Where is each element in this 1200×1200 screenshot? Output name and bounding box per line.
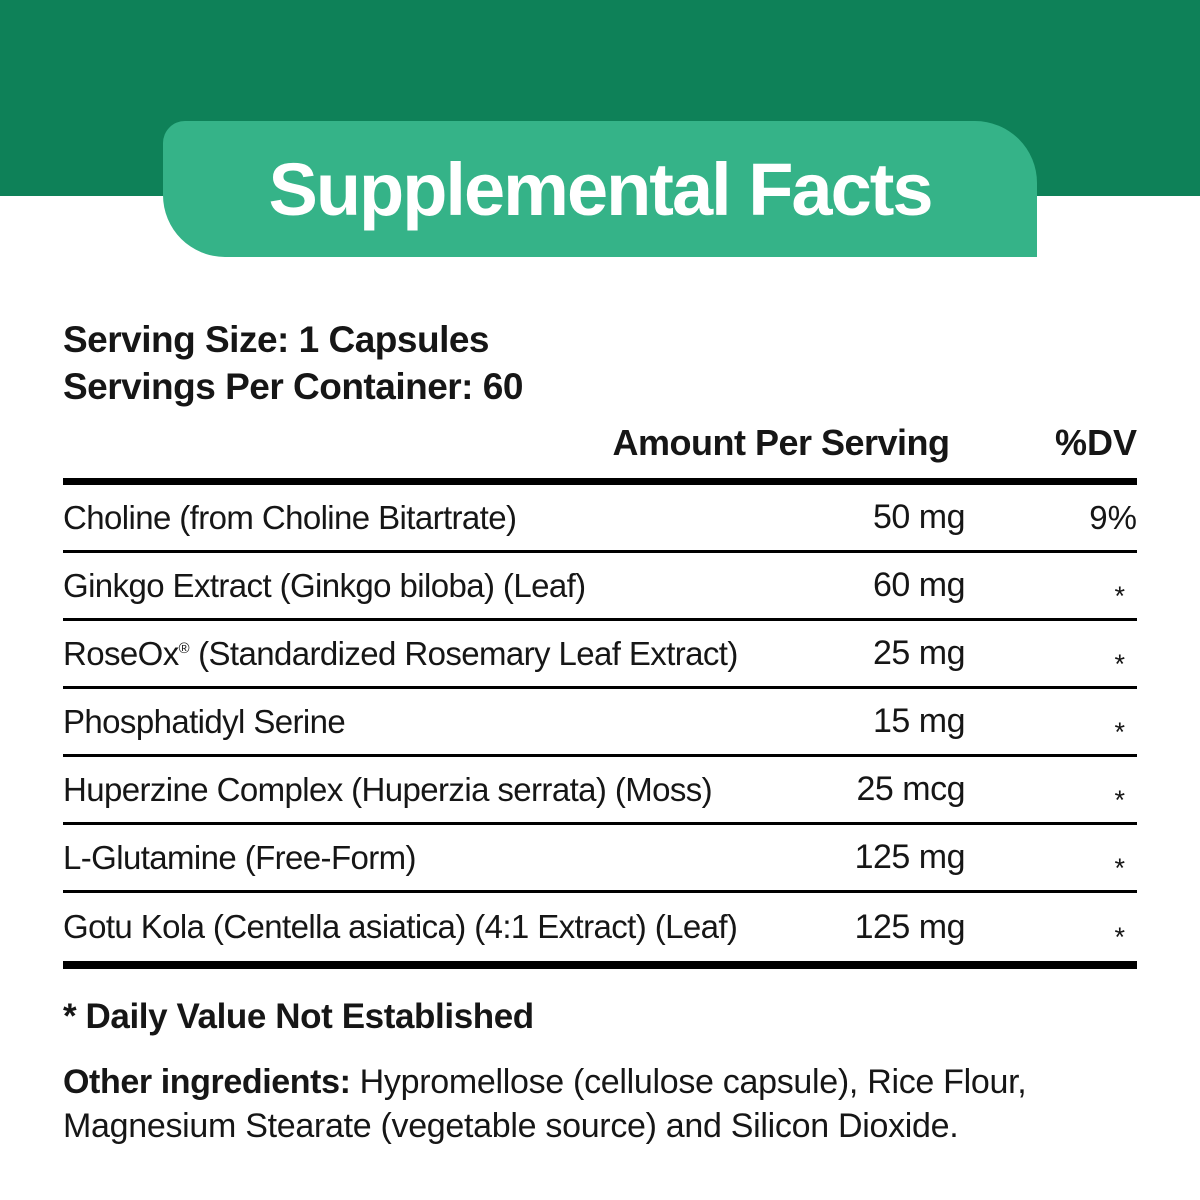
- ingredient-name: L-Glutamine (Free-Form): [63, 838, 417, 876]
- ingredient-name: Gotu Kola (Centella asiatica) (4:1 Extra…: [63, 908, 738, 945]
- ingredient-amount: 25 mg: [873, 634, 966, 672]
- ingredient-amount: 125 mg: [854, 838, 966, 876]
- percent-dv-header: %DV: [1054, 422, 1137, 463]
- other-ingredients: Other ingredients: Hypromellose (cellulo…: [63, 1060, 1137, 1148]
- table-row: L-Glutamine (Free-Form) 125 mg *: [63, 825, 1137, 893]
- ingredient-dv: 9%: [1089, 498, 1137, 536]
- ingredient-amount: 125 mg: [854, 907, 966, 946]
- table-row: RoseOx® (Standardized Rosemary Leaf Extr…: [63, 621, 1137, 689]
- ingredient-name: Ginkgo Extract (Ginkgo biloba) (Leaf): [63, 566, 586, 604]
- table-row: Ginkgo Extract (Ginkgo biloba) (Leaf) 60…: [63, 553, 1137, 621]
- page-title: Supplemental Facts: [268, 147, 933, 231]
- ingredient-amount: 60 mg: [873, 566, 966, 604]
- serving-size: Serving Size: 1 Capsules: [63, 319, 490, 360]
- ingredient-dv: *: [1114, 852, 1125, 883]
- table-header-row: Amount Per Serving %DV: [63, 422, 1137, 464]
- serving-info: Serving Size: 1 Capsules Servings Per Co…: [63, 316, 1137, 410]
- servings-per-container: Servings Per Container: 60: [63, 366, 523, 407]
- table-row: Huperzine Complex (Huperzia serrata) (Mo…: [63, 757, 1137, 825]
- ingredient-dv: *: [1114, 580, 1125, 611]
- ingredient-amount: 50 mg: [873, 498, 966, 536]
- title-banner: Supplemental Facts: [163, 121, 1037, 257]
- facts-table: Choline (from Choline Bitartrate) 50 mg …: [63, 478, 1137, 969]
- table-row: Gotu Kola (Centella asiatica) (4:1 Extra…: [63, 893, 1137, 961]
- amount-per-serving-header: Amount Per Serving: [612, 422, 950, 463]
- other-ingredients-label: Other ingredients:: [63, 1063, 351, 1101]
- ingredient-amount: 25 mcg: [856, 770, 966, 808]
- ingredient-dv: *: [1114, 716, 1125, 747]
- ingredient-dv: *: [1114, 784, 1125, 815]
- ingredient-name: Huperzine Complex (Huperzia serrata) (Mo…: [63, 770, 713, 808]
- table-row: Phosphatidyl Serine 15 mg *: [63, 689, 1137, 757]
- ingredient-name: Choline (from Choline Bitartrate): [63, 498, 517, 536]
- label-body: Serving Size: 1 Capsules Servings Per Co…: [0, 196, 1200, 1148]
- ingredient-dv: *: [1114, 922, 1125, 952]
- dv-footnote: * Daily Value Not Established: [63, 997, 534, 1036]
- ingredient-name: RoseOx® (Standardized Rosemary Leaf Extr…: [63, 634, 738, 672]
- ingredient-amount: 15 mg: [873, 702, 966, 740]
- other-ingredients-text: Hypromellose (cellulose capsule), Rice F…: [63, 1063, 1027, 1145]
- ingredient-name: Phosphatidyl Serine: [63, 702, 346, 740]
- table-row: Choline (from Choline Bitartrate) 50 mg …: [63, 485, 1137, 553]
- ingredient-dv: *: [1114, 648, 1125, 679]
